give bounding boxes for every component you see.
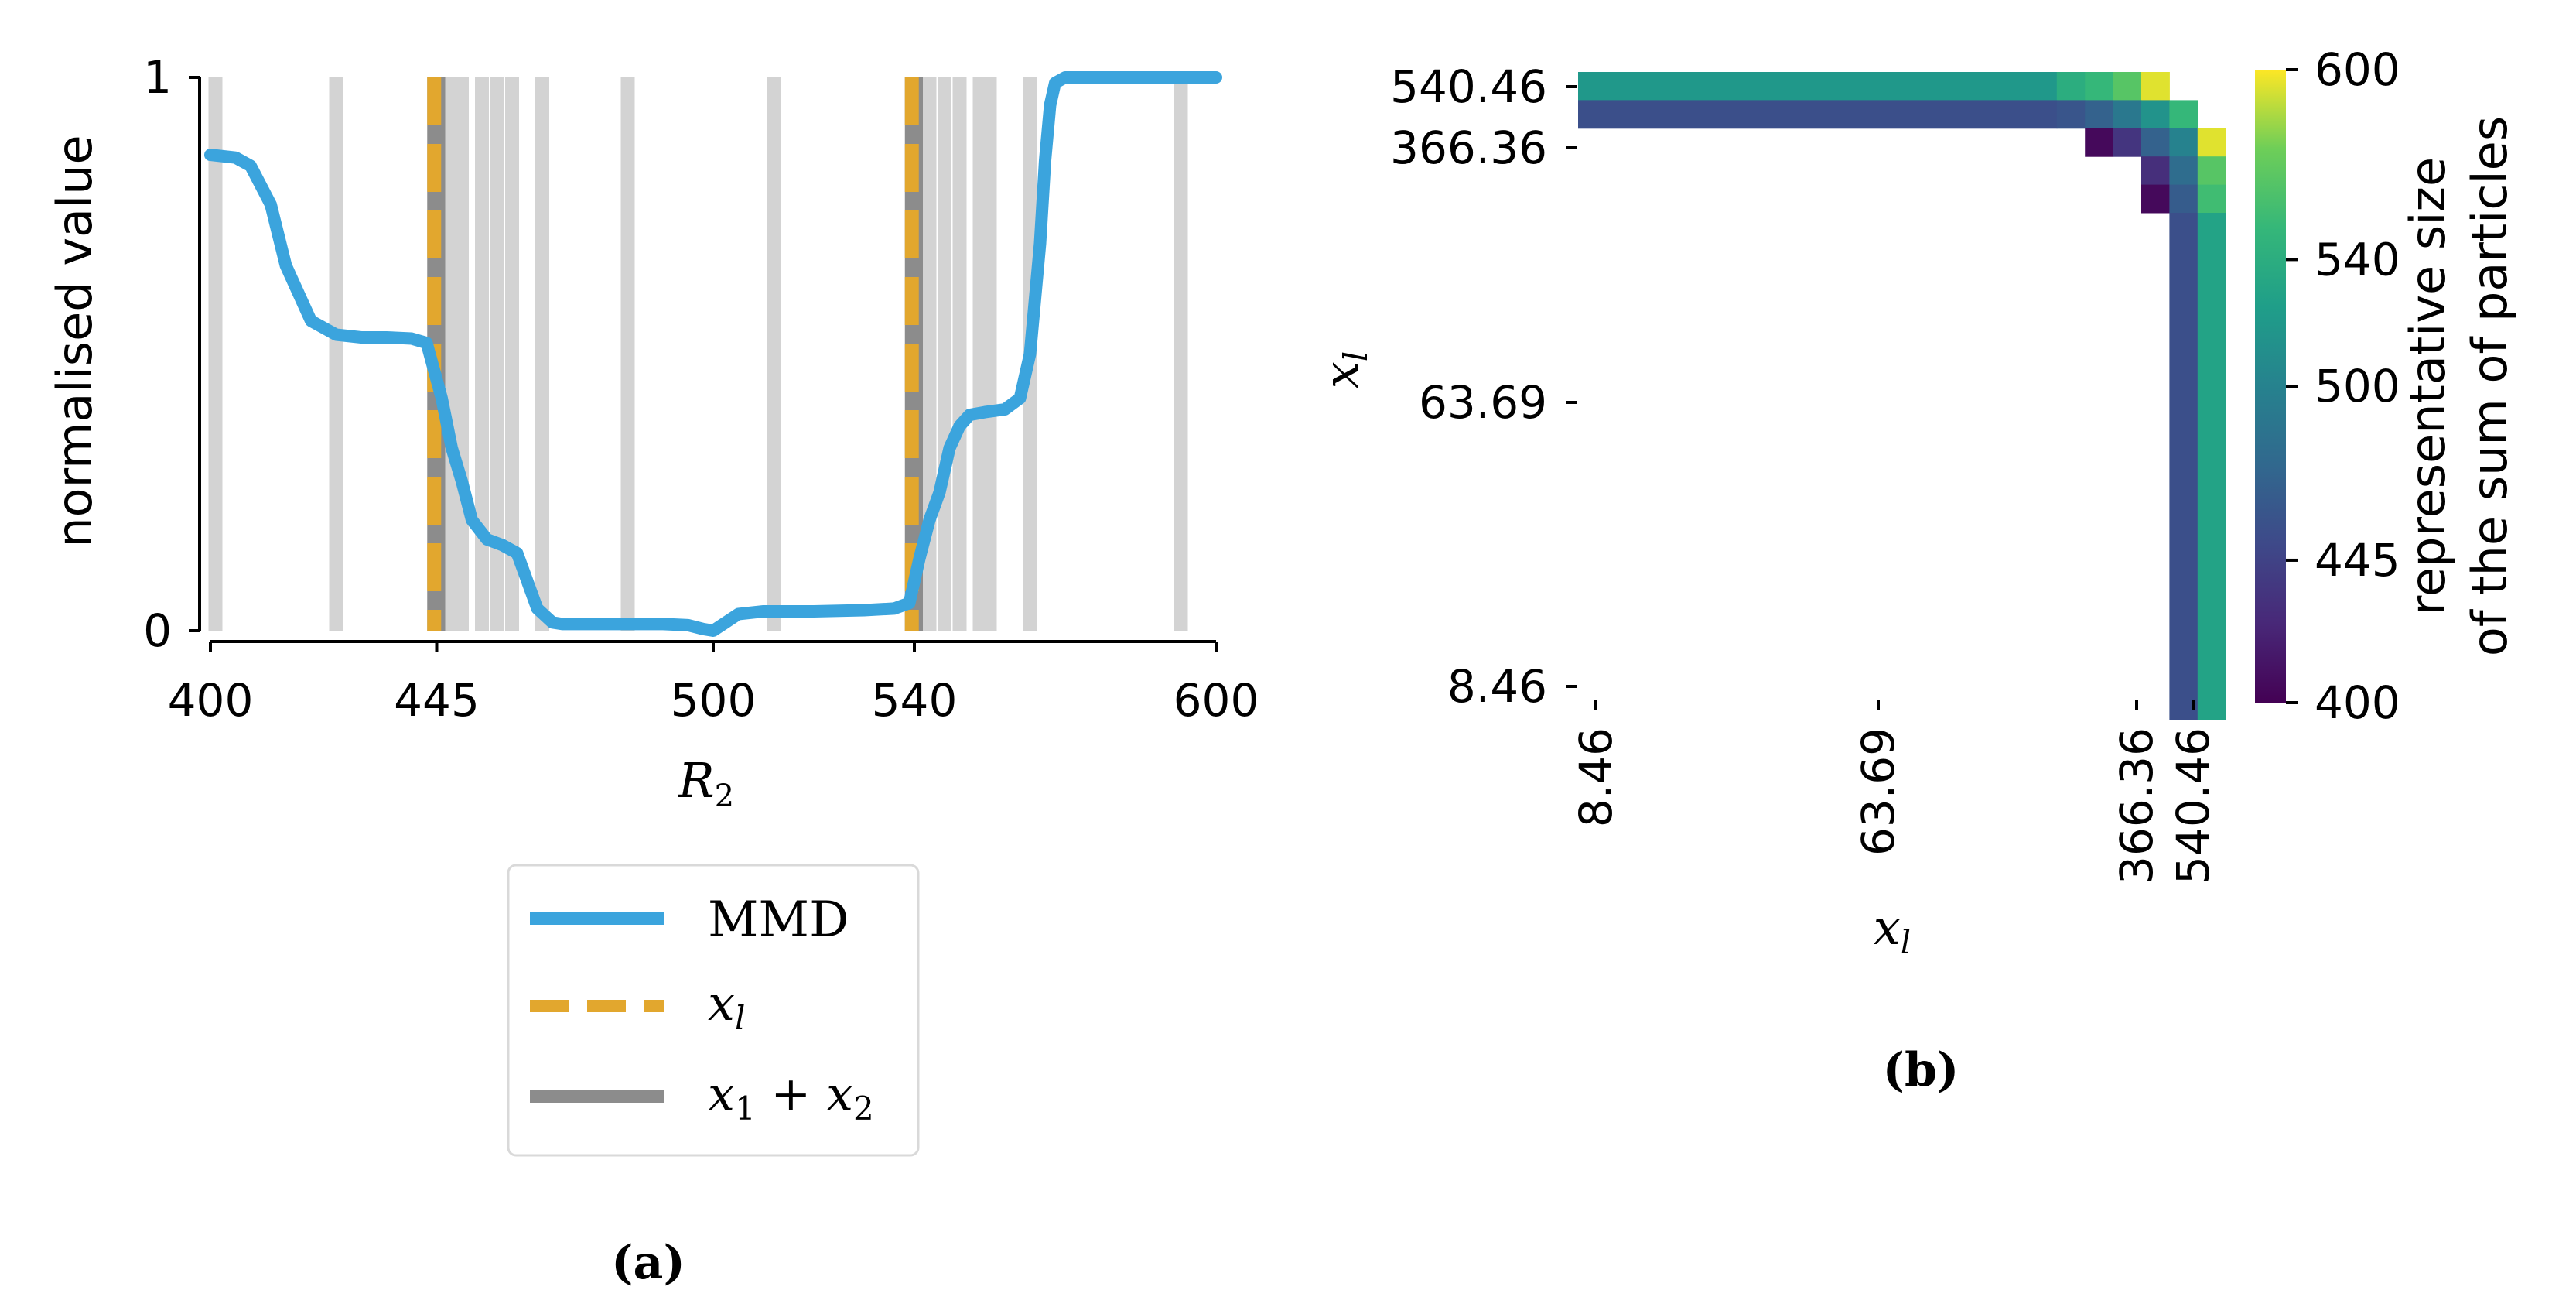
axes — [198, 77, 1216, 643]
colorbar-tick-label: 540 — [2315, 233, 2400, 286]
heatmap-cell — [2197, 156, 2226, 186]
x-tick-label: 63.69 — [1852, 727, 1905, 856]
heatmap-cell — [2141, 72, 2170, 101]
heatmap-cell — [1578, 72, 2058, 101]
y-tick-label: 540.46 — [1390, 60, 1547, 113]
background-line — [982, 77, 997, 631]
colorbar-label: representative size — [2400, 157, 2456, 615]
colorbar-tick-label: 400 — [2315, 676, 2400, 729]
heatmap-cell — [2113, 100, 2142, 129]
colorbar — [2255, 70, 2286, 703]
legend-label-xl: xl — [708, 975, 745, 1037]
heatmap-cell — [2197, 128, 2226, 157]
legend-label-mmd: MMD — [708, 891, 849, 949]
background-line — [938, 77, 951, 631]
y-tick-labels: 01 — [143, 51, 200, 657]
y-tick-label: 8.46 — [1447, 660, 1547, 713]
x-tick-label: 400 — [168, 674, 254, 727]
line-chart-panel: 400 445 500 540 600 01 normalised value R2 M… — [46, 51, 1259, 1290]
background-line — [1174, 77, 1188, 631]
heatmap-cell — [2197, 184, 2226, 214]
x-tick-label: 500 — [671, 674, 757, 727]
panel-a-caption: (a) — [611, 1236, 685, 1290]
heatmap-panel: 8.46 63.69 366.36 540.46 540.46366.3663.698… — [1313, 43, 2518, 1097]
x-axis-label: R2 — [678, 752, 734, 814]
y-tick-label: 63.69 — [1419, 376, 1547, 429]
legend-frame — [507, 864, 920, 1157]
heatmap-cell — [2197, 213, 2226, 720]
background-line — [208, 77, 223, 631]
y-tick-labels: 540.46 366.36 63.69 8.46 — [1390, 60, 1577, 713]
heatmap-cell — [2085, 72, 2114, 101]
x-tick-label: 600 — [1174, 674, 1259, 727]
heatmap-cell — [2141, 184, 2170, 214]
colorbar-ticks: 400 445 500 540 600 — [2286, 43, 2400, 729]
x-tick-label: 445 — [394, 674, 480, 727]
background-line — [535, 77, 549, 631]
heatmap-cell — [2085, 128, 2114, 157]
heatmap-cell — [2056, 100, 2086, 129]
background-line — [620, 77, 635, 631]
colorbar-label-line2: of the sum of particles — [2462, 116, 2518, 656]
heatmap-cell — [2169, 184, 2198, 214]
legend: MMD xl x1 + x2 — [507, 864, 920, 1157]
background-line — [952, 77, 967, 631]
heatmap-cell — [2169, 213, 2198, 720]
mmd-series-line — [204, 71, 1222, 637]
heatmap-cell — [2141, 100, 2170, 129]
y-axis-label: xl — [1313, 351, 1375, 388]
colorbar-tick-label: 600 — [2315, 43, 2400, 96]
x-tick-labels: 400 445 500 540 600 — [168, 642, 1259, 727]
y-tick-label: 366.36 — [1390, 121, 1547, 174]
x-tick-label: 540.46 — [2167, 727, 2219, 885]
heatmap-cell — [2085, 100, 2114, 129]
heatmap-cell — [2169, 156, 2198, 186]
heatmap-cell — [2169, 100, 2198, 129]
background-line — [922, 77, 937, 631]
heatmap-cell — [2113, 128, 2142, 157]
heatmap-cell — [2141, 128, 2170, 157]
x-axis-label: xl — [1874, 899, 1911, 961]
legend-label-x1x2: x1 + x2 — [708, 1066, 874, 1128]
background-line — [455, 77, 469, 631]
y-tick-label: 0 — [143, 604, 172, 657]
colorbar-tick-label: 445 — [2315, 534, 2400, 587]
x-tick-label: 366.36 — [2110, 727, 2163, 885]
background-line — [475, 77, 489, 631]
x-tick-label: 540 — [872, 674, 958, 727]
x-tick-label: 8.46 — [1570, 727, 1622, 827]
heatmap-cell — [1578, 100, 2058, 129]
background-line — [767, 77, 781, 631]
heatmap-cell — [2169, 128, 2198, 157]
background-line — [490, 77, 504, 631]
background-line — [505, 77, 519, 631]
colorbar-tick-label: 500 — [2315, 360, 2400, 412]
heatmap-cells — [1578, 72, 2226, 720]
heatmap-cell — [2056, 72, 2086, 101]
y-tick-label: 1 — [143, 51, 172, 104]
background-line — [329, 77, 343, 631]
heatmap-cell — [2113, 72, 2142, 101]
y-axis-label: normalised value — [46, 135, 103, 547]
x-tick-labels: 8.46 63.69 366.36 540.46 — [1570, 700, 2219, 885]
panel-b-caption: (b) — [1883, 1043, 1959, 1097]
heatmap-cell — [2141, 156, 2170, 186]
